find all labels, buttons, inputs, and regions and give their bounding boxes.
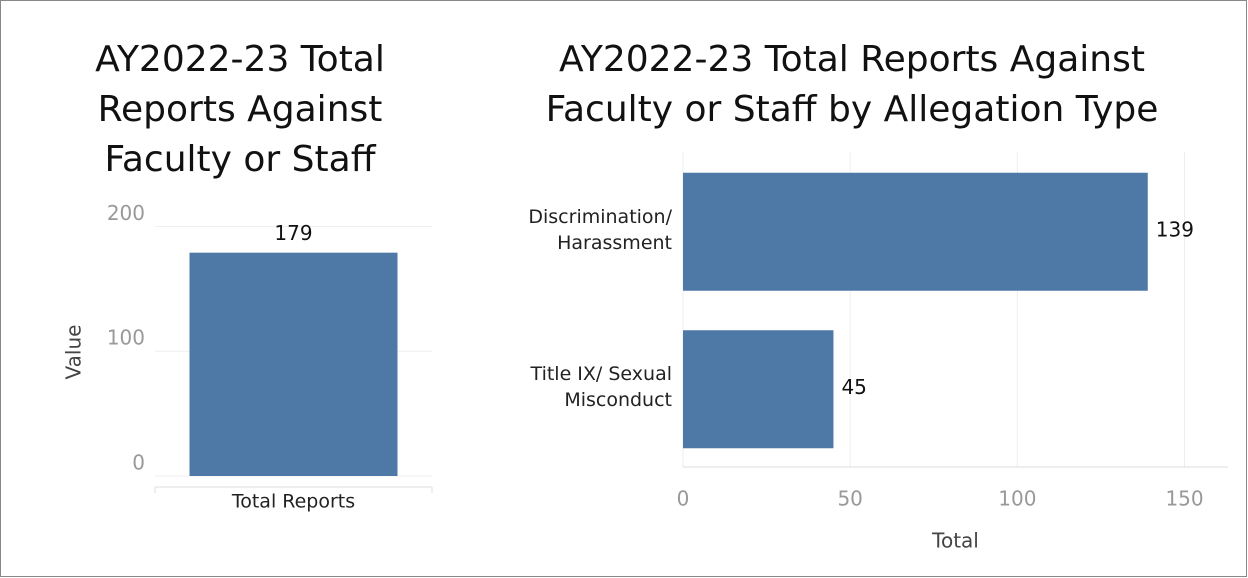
bar — [683, 172, 1148, 291]
x-tick-label: 0 — [677, 487, 690, 511]
y-tick-label: 200 — [107, 201, 145, 225]
x-tick-label: Total Reports — [231, 491, 355, 513]
y-tick-label: 100 — [107, 326, 145, 350]
data-label: 139 — [1156, 217, 1194, 241]
y-tick-label: Discrimination/ Harassment — [528, 205, 672, 254]
data-label: 45 — [841, 375, 866, 399]
y-axis-label: Value — [62, 325, 86, 380]
bar — [683, 330, 834, 449]
chart-title: AY2022-23 Total Reports Against Faculty … — [95, 39, 385, 180]
data-label: 179 — [274, 221, 312, 245]
x-tick-label: 50 — [837, 487, 862, 511]
x-axis-label: Total — [931, 529, 979, 553]
y-tick-label: Title IX/ Sexual Misconduct — [530, 363, 672, 412]
bar — [189, 252, 398, 476]
x-tick-label: 150 — [1165, 487, 1203, 511]
y-tick-label: 0 — [132, 451, 145, 475]
chart-title: AY2022-23 Total Reports Against Faculty … — [545, 39, 1159, 130]
x-tick-label: 100 — [998, 487, 1036, 511]
